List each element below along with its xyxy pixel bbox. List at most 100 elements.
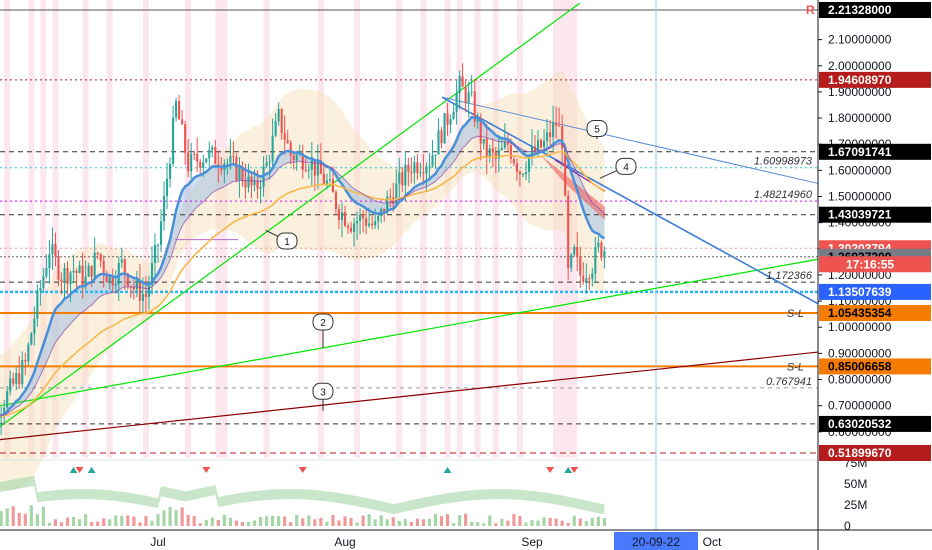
volume-bar bbox=[77, 519, 82, 526]
y-tick-label: 0.90000000 bbox=[828, 346, 892, 360]
candle-body bbox=[229, 156, 232, 163]
candle-body bbox=[123, 259, 126, 274]
candle-body bbox=[45, 268, 48, 277]
callout-box bbox=[312, 313, 334, 331]
callout-box bbox=[615, 157, 637, 175]
volume-bar bbox=[337, 520, 341, 526]
highlight-stripe bbox=[52, 0, 59, 458]
candle-body bbox=[36, 290, 39, 319]
volume-bar bbox=[560, 520, 564, 526]
highlight-stripe bbox=[28, 0, 35, 458]
volume-bar bbox=[512, 513, 516, 526]
price-tag-box bbox=[819, 445, 931, 461]
volume-bar bbox=[59, 522, 64, 526]
candle-body bbox=[60, 279, 63, 282]
candle-body bbox=[313, 159, 316, 176]
callout-label: 4 bbox=[623, 162, 629, 173]
candle-body bbox=[93, 252, 96, 277]
candle-body bbox=[371, 223, 374, 226]
candle-body bbox=[196, 153, 199, 162]
volume-bar bbox=[277, 516, 281, 526]
volume-bar bbox=[403, 518, 407, 526]
candle-body bbox=[286, 139, 289, 143]
volume-bar bbox=[192, 515, 196, 526]
signal-marker bbox=[564, 467, 573, 473]
volume-bar bbox=[572, 515, 576, 526]
volume-bar bbox=[90, 521, 94, 526]
signal-marker bbox=[298, 467, 307, 473]
volume-bar bbox=[96, 521, 100, 526]
volume-bar bbox=[204, 520, 208, 526]
candle-body bbox=[48, 254, 51, 269]
x-tick-label: Sep bbox=[521, 535, 543, 549]
candle-body bbox=[458, 76, 461, 94]
candle-body bbox=[546, 132, 549, 141]
volume-bar bbox=[554, 518, 558, 526]
candle-body bbox=[247, 176, 250, 188]
candle-body bbox=[600, 242, 603, 258]
candle-body bbox=[211, 146, 214, 150]
callout-label: 3 bbox=[320, 387, 326, 398]
channel-line-lower bbox=[0, 258, 819, 407]
volume-bar bbox=[602, 518, 606, 526]
candle-body bbox=[178, 100, 181, 120]
volume-bar bbox=[397, 520, 401, 526]
candle-body bbox=[588, 278, 591, 280]
candle-body bbox=[63, 268, 66, 282]
candle-body bbox=[15, 373, 18, 384]
candle-body bbox=[99, 254, 102, 261]
candle-body bbox=[340, 212, 344, 221]
volume-bar bbox=[506, 520, 510, 526]
candle-body bbox=[277, 108, 280, 122]
candle-body bbox=[476, 118, 479, 122]
candle-body bbox=[6, 391, 9, 408]
candle-body bbox=[449, 119, 452, 125]
candle-body bbox=[331, 179, 334, 193]
highlight-stripe bbox=[215, 0, 222, 458]
candle-body bbox=[283, 133, 286, 140]
candle-body bbox=[579, 256, 582, 276]
level-label: 0.767941 bbox=[766, 376, 812, 388]
volume-bar bbox=[5, 508, 9, 526]
volume-bar bbox=[41, 506, 45, 526]
candle-body bbox=[295, 154, 298, 161]
highlight-stripe bbox=[559, 0, 566, 458]
volume-bar bbox=[234, 520, 239, 526]
volume-bar bbox=[536, 520, 540, 526]
volume-bar bbox=[584, 521, 588, 526]
candle-body bbox=[319, 160, 322, 174]
candle-body bbox=[259, 187, 262, 189]
volume-bar bbox=[0, 511, 3, 526]
candle-body bbox=[322, 173, 325, 184]
volume-bar bbox=[409, 521, 413, 526]
candle-body bbox=[377, 215, 380, 222]
candle-body bbox=[530, 146, 534, 159]
highlight-stripe bbox=[142, 0, 149, 458]
candle-body bbox=[190, 153, 193, 172]
highlight-stripe bbox=[4, 0, 11, 458]
volume-bar bbox=[470, 521, 474, 526]
candle-body bbox=[591, 273, 594, 279]
candle-body bbox=[485, 138, 488, 157]
candle-body bbox=[292, 155, 295, 161]
candle-body bbox=[72, 270, 75, 273]
volume-bar bbox=[132, 516, 136, 526]
downtrend-line-soft bbox=[441, 96, 819, 184]
candle-body bbox=[464, 86, 467, 104]
candle-body bbox=[208, 149, 211, 159]
volume-bar bbox=[252, 520, 257, 526]
volume-tick-label: 50M bbox=[844, 477, 867, 491]
volume-bar bbox=[331, 515, 335, 526]
candle-body bbox=[582, 275, 585, 282]
volume-bar bbox=[156, 514, 160, 526]
signal-marker bbox=[570, 467, 579, 473]
volume-bar bbox=[258, 517, 263, 526]
volume-bar bbox=[150, 520, 154, 526]
signal-marker bbox=[202, 467, 211, 473]
volume-bar bbox=[144, 516, 148, 526]
signal-marker bbox=[443, 467, 452, 473]
candle-body bbox=[413, 162, 416, 173]
annotation-callouts: 1 2 3 4 5 bbox=[265, 120, 637, 411]
candle-body bbox=[527, 158, 531, 173]
